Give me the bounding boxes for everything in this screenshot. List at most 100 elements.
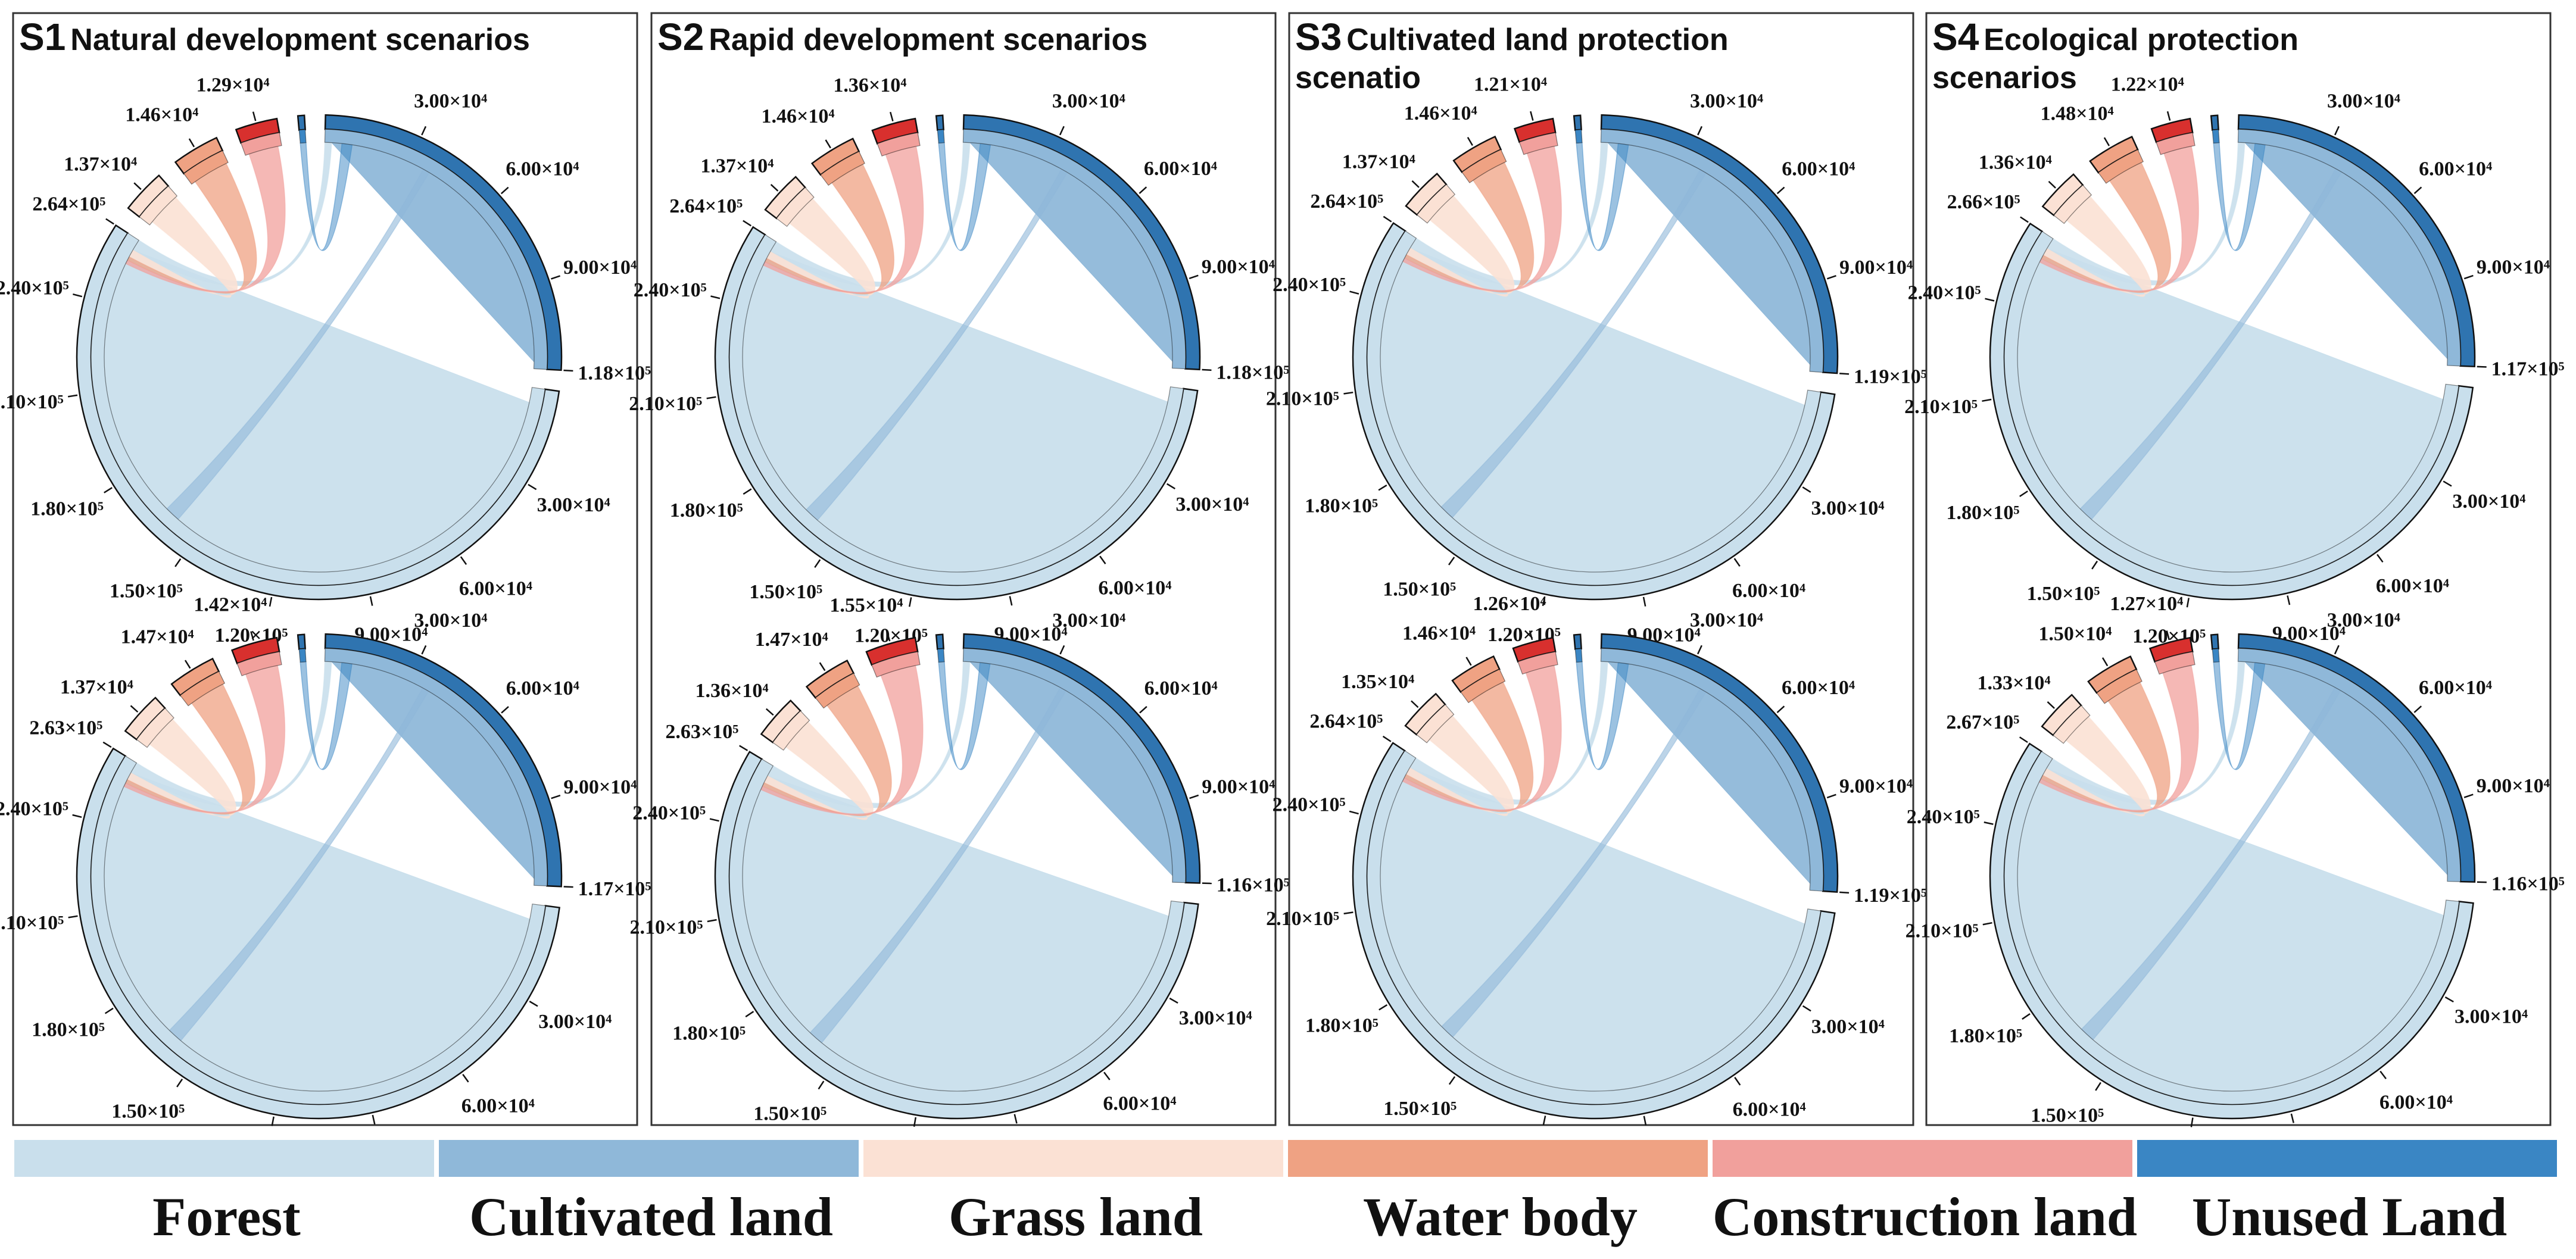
- panel-frame: [1925, 12, 2552, 1126]
- segment-inner-arc-forest: [91, 232, 545, 586]
- tick-mark: [2186, 598, 2190, 608]
- tick-mark: [2334, 126, 2340, 136]
- tick-label: 1.36×10⁴: [696, 680, 769, 702]
- segment-inner-arc-unused: [1574, 129, 1583, 144]
- tick-mark: [551, 275, 560, 280]
- panel-title-id: S4: [1932, 15, 1979, 58]
- panel-title-id: S3: [1295, 15, 1342, 58]
- tick-label: 1.37×10⁴: [60, 676, 133, 698]
- tick-mark: [1529, 630, 1533, 641]
- tick-label: 6.00×10⁴: [461, 1095, 535, 1117]
- tick-mark: [814, 559, 821, 568]
- tick-mark: [1776, 705, 1785, 713]
- tick-label: 1.47×10⁴: [755, 629, 828, 651]
- tick-label: 2.40×10⁵: [0, 277, 69, 299]
- panel-s3: S3 Cultivated land protection scenatio 3.00…: [1266, 12, 1927, 1165]
- tick-mark: [104, 1007, 114, 1014]
- segment-arc-unused: [2210, 114, 2219, 131]
- tick-label: 2.40×10⁵: [1273, 794, 1346, 816]
- tick-mark: [1982, 398, 1992, 402]
- tick-label: 1.80×10⁵: [670, 499, 743, 521]
- tick-mark: [1467, 136, 1473, 146]
- tick-mark: [2463, 793, 2474, 798]
- tick-mark: [102, 741, 112, 748]
- tick-label: 3.00×10⁴: [1690, 610, 1763, 632]
- tick-mark: [745, 1011, 754, 1018]
- tick-mark: [710, 295, 721, 299]
- segment-inner-arc-grass: [139, 185, 178, 226]
- tick-label: 2.67×10⁵: [1946, 711, 2019, 733]
- segment-inner-arc-forest: [729, 758, 1185, 1105]
- tick-mark: [2377, 554, 2384, 563]
- segment-inner-arc-forest: [91, 755, 546, 1105]
- tick-label: 1.80×10⁵: [672, 1023, 746, 1045]
- tick-mark: [1542, 1116, 1546, 1126]
- tick-label: 6.00×10⁴: [1782, 677, 1855, 699]
- tick-label: 6.00×10⁴: [1098, 577, 1171, 599]
- tick-label: 6.00×10⁴: [459, 577, 532, 599]
- tick-mark: [551, 794, 561, 799]
- tick-mark: [1839, 891, 1850, 894]
- tick-label: 9.00×10⁴: [1839, 257, 1913, 279]
- tick-label: 1.17×10⁵: [578, 878, 651, 900]
- tick-label: 1.50×10⁵: [1383, 1098, 1457, 1120]
- tick-label: 1.33×10⁴: [1977, 672, 2050, 694]
- tick-label: 2.40×10⁵: [632, 802, 706, 824]
- tick-mark: [770, 184, 779, 192]
- tick-mark: [460, 556, 467, 565]
- tick-mark: [1378, 485, 1387, 491]
- tick-mark: [269, 596, 273, 607]
- tick-label: 2.40×10⁵: [0, 798, 68, 820]
- tick-mark: [1383, 215, 1392, 223]
- tick-mark: [765, 708, 774, 716]
- panel-title-text: Rapid development scenarios: [709, 23, 1147, 57]
- segment-inner-arc-construction: [240, 132, 282, 156]
- tick-mark: [421, 645, 427, 655]
- tick-label: 3.00×10⁴: [1811, 497, 1884, 519]
- tick-label: 1.80×10⁵: [1949, 1025, 2022, 1047]
- tick-mark: [2091, 560, 2098, 570]
- tick-label: 1.50×10⁵: [753, 1103, 827, 1125]
- segment-inner-arc-grass: [1415, 704, 1455, 743]
- tick-label: 1.50×10⁵: [2027, 583, 2100, 605]
- legend-label-water: Water body: [1363, 1186, 1638, 1247]
- tick-mark: [133, 182, 142, 190]
- tick-label: 1.46×10⁴: [1402, 623, 1476, 645]
- tick-label: 1.50×10⁵: [1383, 578, 1456, 600]
- panel-frame: [12, 12, 638, 1126]
- tick-label: 1.29×10⁴: [197, 74, 270, 96]
- tick-mark: [72, 814, 82, 818]
- tick-mark: [2290, 1113, 2294, 1123]
- segment-arc-unused: [935, 633, 944, 650]
- tick-label: 9.00×10⁴: [563, 776, 637, 798]
- tick-mark: [889, 111, 894, 121]
- tick-label: 6.00×10⁴: [1782, 158, 1855, 180]
- segment-inner-arc-water: [2098, 149, 2144, 184]
- segment-inner-arc-cultivated: [324, 648, 548, 886]
- segment-inner-arc-water: [815, 673, 860, 709]
- tick-mark: [2019, 491, 2028, 497]
- tick-label: 1.48×10⁴: [2041, 103, 2114, 125]
- tick-mark: [73, 293, 83, 298]
- tick-label: 1.22×10⁴: [2111, 74, 2184, 96]
- panel-title-id: S2: [657, 15, 704, 58]
- panel-title: S4 Ecological protection scenarios: [1932, 15, 2299, 95]
- panel-title-id: S1: [19, 15, 66, 58]
- tick-mark: [707, 919, 717, 923]
- legend-swatch-construction: [1713, 1140, 2132, 1177]
- tick-label: 1.37×10⁴: [64, 153, 137, 175]
- segment-inner-arc-construction: [236, 651, 282, 676]
- tick-label: 3.00×10⁴: [537, 494, 610, 516]
- tick-mark: [1826, 275, 1836, 280]
- tick-mark: [1379, 1004, 1388, 1011]
- tick-mark: [1139, 186, 1147, 194]
- legend-label-construction: Construction land: [1713, 1186, 2137, 1247]
- tick-mark: [2166, 111, 2171, 121]
- tick-mark: [1696, 645, 1702, 655]
- tick-mark: [130, 705, 139, 713]
- tick-mark: [2020, 216, 2029, 223]
- tick-mark: [2047, 701, 2055, 709]
- segment-inner-arc-grass: [2053, 185, 2092, 224]
- segment-inner-arc-grass: [1416, 184, 1456, 224]
- tick-label: 3.00×10⁴: [1179, 1007, 1252, 1029]
